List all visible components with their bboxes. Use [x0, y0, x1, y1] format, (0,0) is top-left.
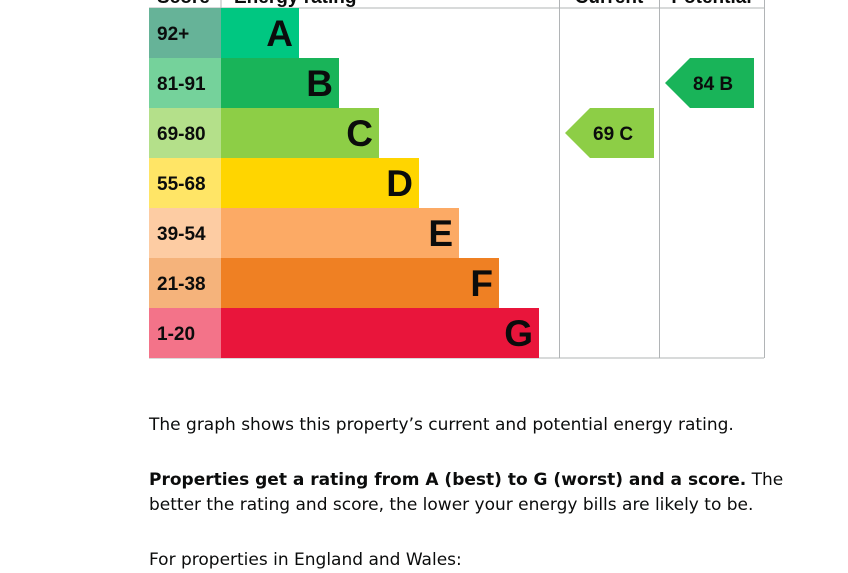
- energy-rating-chart: Score Energy rating Current Potential 92+ A 81…: [149, 0, 765, 359]
- score-label-f: 21-38: [157, 274, 206, 295]
- rating-bar-b: [221, 58, 339, 108]
- header-energy-rating: Energy rating: [234, 0, 356, 8]
- rating-letter-c: C: [346, 113, 373, 154]
- rating-bar-g: [221, 308, 539, 358]
- rating-explanation-bold: Properties get a rating from A (best) to…: [149, 470, 747, 490]
- score-cell-c: [149, 108, 221, 158]
- potential-rating-label: 84 B: [693, 74, 733, 95]
- score-label-e: 39-54: [157, 224, 206, 245]
- rating-bar-a: [221, 8, 299, 58]
- rating-bar-c: [221, 108, 379, 158]
- score-cell-e: [149, 208, 221, 258]
- header-score: Score: [157, 0, 210, 8]
- graph-description: The graph shows this property’s current …: [149, 415, 734, 435]
- rating-explanation: Properties get a rating from A (best) to…: [149, 468, 789, 518]
- score-label-c: 69-80: [157, 124, 206, 145]
- score-cell-a: [149, 8, 221, 58]
- score-label-d: 55-68: [157, 174, 206, 195]
- rating-letter-d: D: [386, 163, 413, 204]
- score-label-g: 1-20: [157, 324, 195, 345]
- score-label-b: 81-91: [157, 74, 206, 95]
- score-cell-g: [149, 308, 221, 358]
- potential-arrow: [665, 58, 754, 108]
- england-wales-intro: For properties in England and Wales:: [149, 550, 462, 570]
- score-cell-f: [149, 258, 221, 308]
- score-cell-d: [149, 158, 221, 208]
- current-rating-label: 69 C: [593, 124, 633, 145]
- score-cell-b: [149, 58, 221, 108]
- rating-bar-f: [221, 258, 499, 308]
- rating-explanation-rest: The better the rating and score, the low…: [149, 470, 784, 515]
- rating-letter-f: F: [470, 263, 493, 304]
- rating-bar-d: [221, 158, 419, 208]
- rating-letter-e: E: [428, 213, 453, 254]
- header-current: Current: [575, 0, 644, 8]
- current-arrow: [565, 108, 654, 158]
- header-potential: Potential: [671, 0, 751, 8]
- rating-letter-b: B: [306, 63, 333, 104]
- rating-letter-a: A: [266, 13, 293, 54]
- rating-bar-e: [221, 208, 459, 258]
- score-label-a: 92+: [157, 24, 189, 45]
- rating-letter-g: G: [504, 313, 533, 354]
